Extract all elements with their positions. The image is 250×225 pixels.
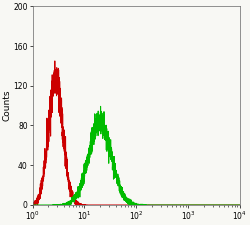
- Y-axis label: Counts: Counts: [3, 90, 12, 121]
